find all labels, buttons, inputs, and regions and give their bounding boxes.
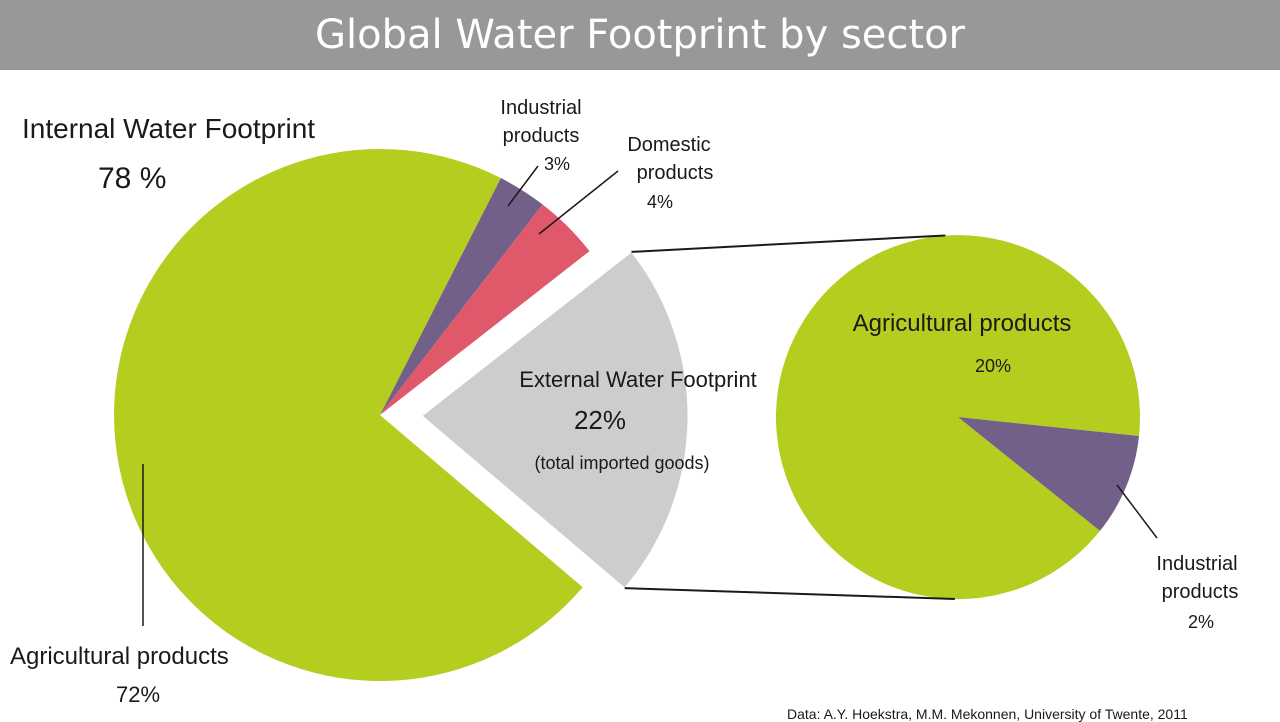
ext-agricultural-value: 20% [975,356,1011,376]
external-slice-group [421,251,689,589]
connector-lines [142,165,1158,626]
data-source-note: Data: A.Y. Hoekstra, M.M. Mekonnen, Univ… [787,706,1188,722]
slice-industrial-products [380,178,543,415]
domestic-label-line2: products [637,162,714,184]
ext-industrial-leader [1116,484,1158,539]
ext-slice-agricultural-products [775,235,1140,600]
external-breakdown-pie [775,235,1140,600]
ext-industrial-value: 2% [1188,612,1214,632]
zoom-line-top [631,234,946,253]
agricultural-value: 72% [116,682,160,707]
domestic-value: 4% [647,192,673,212]
zoom-line-bottom [624,587,955,600]
slice-domestic-products [380,204,590,415]
industrial-value: 3% [544,154,570,174]
industrial-label-line1: Industrial [500,97,581,119]
industrial-label-line2: products [503,125,580,147]
chart-title: Global Water Footprint by sector [315,12,965,58]
domestic-leader [538,170,619,235]
main-pie [114,149,590,682]
title-bar: Global Water Footprint by sector [0,0,1280,70]
ext-industrial-label-line1: Industrial [1156,553,1237,575]
ext-industrial-label-line2: products [1162,581,1239,603]
agricultural-label: Agricultural products [10,643,229,670]
external-footprint-note: (total imported goods) [534,453,709,473]
ext-slice-industrial-products [958,417,1139,531]
external-footprint-label: External Water Footprint [519,367,757,392]
internal-footprint-value: 78 % [98,162,166,195]
slice-external-water-footprint [421,251,689,589]
domestic-label-line1: Domestic [627,134,710,156]
external-footprint-value: 22% [574,405,626,435]
internal-footprint-label: Internal Water Footprint [22,113,315,144]
ext-agricultural-label: Agricultural products [853,310,1072,337]
industrial-leader [507,165,539,207]
slice-agricultural-products [114,149,583,682]
